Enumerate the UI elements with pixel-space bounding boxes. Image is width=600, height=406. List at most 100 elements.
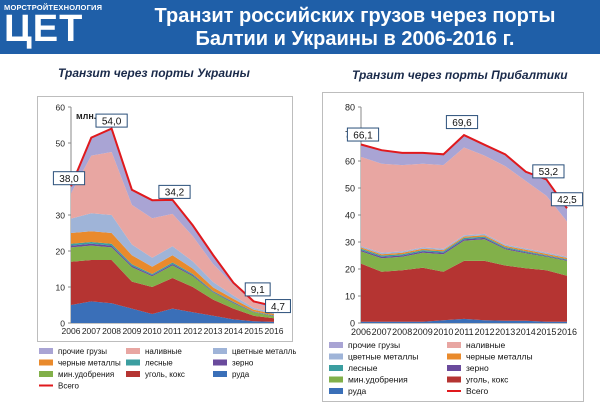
legend-baltic: прочие грузы наливные цветные металлы черны… bbox=[329, 340, 533, 396]
chart-panel-ukraine: 0102030405060200620072008200920102011201… bbox=[37, 96, 293, 342]
legend-ukraine-label: цветные металлы bbox=[232, 347, 296, 356]
data-label: 42,5 bbox=[557, 195, 577, 206]
legend-baltic-label: зерно bbox=[466, 363, 489, 373]
legend-baltic-swatch-ugol bbox=[447, 376, 461, 383]
page-title-line1: Транзит российских грузов через порты bbox=[154, 5, 556, 27]
data-label: 66,1 bbox=[353, 130, 373, 141]
x-tick-label: 2014 bbox=[516, 327, 536, 337]
data-label-box bbox=[550, 192, 584, 207]
y-tick-label: 50 bbox=[345, 184, 355, 194]
data-label-box bbox=[52, 171, 86, 186]
legend-ukraine-swatch-zerno bbox=[213, 359, 227, 366]
legend-baltic-swatch-nalivnye bbox=[447, 342, 461, 348]
area-chernye bbox=[71, 231, 274, 316]
legend-baltic-label: уголь, кокс bbox=[466, 375, 509, 385]
legend-baltic-label: черные металлы bbox=[466, 352, 533, 362]
legend-baltic-swatch-chernye bbox=[447, 353, 461, 360]
y-tick-label: 30 bbox=[56, 211, 66, 221]
y-axis-unit: млн. т bbox=[76, 111, 104, 121]
x-tick-label: 2013 bbox=[204, 326, 223, 336]
legend-ukraine-swatch-prochie bbox=[39, 348, 53, 354]
legend-ukraine-label: черные металлы bbox=[58, 359, 121, 368]
logo-caption: МОРСТРОЙТЕХНОЛОГИЯ bbox=[4, 3, 103, 12]
data-label: 34,2 bbox=[165, 188, 185, 199]
x-tick-label: 2011 bbox=[454, 327, 473, 337]
legend-ukraine-label: лесные bbox=[145, 359, 173, 368]
y-tick-label: 20 bbox=[345, 265, 355, 275]
legend-ukraine-label: прочие грузы bbox=[58, 347, 107, 356]
area-nalivnye bbox=[71, 152, 274, 313]
legend-ukraine-swatch-ugol bbox=[126, 371, 140, 377]
y-tick-label: 80 bbox=[345, 103, 355, 113]
area-min bbox=[71, 245, 274, 319]
data-label: 69,6 bbox=[452, 118, 472, 129]
legend-ukraine-swatch-min bbox=[39, 371, 53, 377]
logo-mark: ЦЕТ bbox=[4, 8, 84, 50]
legend-baltic-swatch-prochie bbox=[329, 342, 343, 348]
y-tick-label: 10 bbox=[56, 283, 66, 293]
x-tick-label: 2015 bbox=[536, 327, 556, 337]
x-tick-label: 2007 bbox=[82, 326, 101, 336]
company-logo: МОРСТРОЙТЕХНОЛОГИЯ ЦЕТ bbox=[0, 0, 102, 54]
area-min bbox=[361, 239, 567, 276]
x-tick-label: 2008 bbox=[392, 327, 412, 337]
x-tick-label: 2009 bbox=[122, 326, 141, 336]
area-ruda bbox=[361, 318, 567, 323]
x-tick-label: 2014 bbox=[224, 326, 243, 336]
area-prochie bbox=[361, 135, 567, 222]
x-tick-label: 2007 bbox=[372, 327, 392, 337]
x-tick-label: 2016 bbox=[557, 327, 577, 337]
area-ugol bbox=[71, 260, 274, 322]
data-label-box bbox=[532, 164, 565, 179]
y-tick-label: 20 bbox=[56, 247, 66, 257]
legend-ukraine-swatch-cvetnye bbox=[213, 348, 227, 354]
legend-ukraine-label: наливные bbox=[145, 347, 182, 356]
legend-ukraine-label: мин.удобрения bbox=[58, 370, 114, 379]
y-tick-label: 0 bbox=[350, 319, 355, 329]
area-ugol bbox=[361, 260, 567, 322]
chart-title-ukraine: Транзит через порты Украины bbox=[58, 66, 250, 80]
chart-ukraine: 0102030405060200620072008200920102011201… bbox=[52, 103, 291, 336]
x-tick-label: 2009 bbox=[413, 327, 433, 337]
legend-ukraine-label: руда bbox=[232, 370, 250, 379]
chart-panel-baltic: 0102030405060708020062007200820092010201… bbox=[322, 92, 584, 402]
legend-ukraine-swatch-lesnye bbox=[126, 359, 140, 366]
x-tick-label: 2010 bbox=[143, 326, 162, 336]
legend-baltic-swatch-zerno bbox=[447, 365, 461, 371]
x-tick-label: 2011 bbox=[163, 326, 182, 336]
x-tick-label: 2013 bbox=[495, 327, 515, 337]
y-tick-label: 30 bbox=[345, 238, 355, 248]
x-tick-label: 2006 bbox=[62, 326, 81, 336]
legend-ukraine-label: зерно bbox=[232, 359, 254, 368]
area-prochie bbox=[71, 128, 274, 309]
legend-baltic-label: Всего bbox=[466, 386, 489, 396]
legend-baltic-label: прочие грузы bbox=[348, 340, 400, 350]
legend-ukraine: прочие грузы наливные цветные металлы черны… bbox=[39, 347, 296, 391]
data-label-box bbox=[95, 113, 128, 128]
x-tick-label: 2016 bbox=[265, 326, 284, 336]
legend-baltic-swatch-cvetnye bbox=[329, 353, 343, 360]
legend-ukraine-swatch-ruda bbox=[213, 371, 227, 377]
page-title: Транзит российских грузов через порты Ба… bbox=[120, 5, 590, 51]
legend-ukraine-swatch-nalivnye bbox=[126, 348, 140, 354]
legend-baltic-swatch-ruda bbox=[329, 388, 343, 394]
data-label: 53,2 bbox=[539, 167, 559, 178]
header-bar: МОРСТРОЙТЕХНОЛОГИЯ ЦЕТ Транзит российски… bbox=[0, 0, 600, 54]
y-tick-label: 60 bbox=[345, 157, 355, 167]
area-nalivnye bbox=[361, 147, 567, 257]
data-label-box bbox=[244, 282, 271, 297]
data-label: 9,1 bbox=[251, 285, 265, 296]
legend-baltic-swatch-min bbox=[329, 376, 343, 383]
area-ruda bbox=[71, 301, 274, 323]
legend-ukraine-label: уголь, кокс bbox=[145, 370, 185, 379]
x-tick-label: 2010 bbox=[433, 327, 453, 337]
data-label: 38,0 bbox=[59, 174, 79, 185]
total-line bbox=[70, 127, 275, 308]
data-label: 54,0 bbox=[102, 116, 122, 127]
data-label: 4,7 bbox=[271, 302, 285, 313]
legend-baltic-label: наливные bbox=[466, 340, 505, 350]
chart-title-baltic: Транзит через порты Прибалтики bbox=[352, 68, 568, 82]
x-tick-label: 2015 bbox=[244, 326, 263, 336]
x-tick-label: 2012 bbox=[183, 326, 202, 336]
legend-baltic-label: цветные металлы bbox=[348, 352, 418, 362]
